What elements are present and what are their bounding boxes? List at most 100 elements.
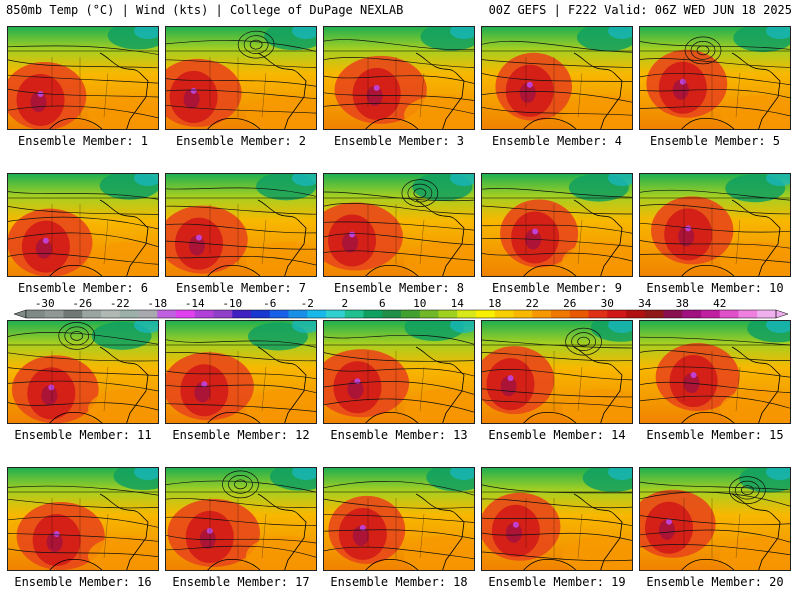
model-run-info: 00Z GEFS | F222 Valid: 06Z WED JUN 18 20… bbox=[488, 3, 792, 17]
colorbar-tick-label: 34 bbox=[638, 297, 652, 310]
ensemble-member-label: Ensemble Member: 11 bbox=[14, 428, 152, 442]
ensemble-member-map bbox=[323, 173, 475, 277]
colorbar-segment bbox=[157, 310, 177, 318]
ensemble-member-map bbox=[7, 320, 159, 424]
ensemble-member-map bbox=[165, 173, 317, 277]
colorbar-tick-label: -14 bbox=[185, 297, 205, 310]
ensemble-member-map bbox=[481, 320, 633, 424]
colorbar-segment bbox=[607, 310, 627, 318]
colorbar-tick-label: 22 bbox=[526, 297, 539, 310]
ensemble-member-label: Ensemble Member: 1 bbox=[17, 134, 149, 148]
ensemble-member-label: Ensemble Member: 2 bbox=[175, 134, 307, 148]
colorbar-tick-label: 10 bbox=[413, 297, 426, 310]
colorbar-tick-label: -26 bbox=[72, 297, 92, 310]
ensemble-member-label: Ensemble Member: 19 bbox=[488, 575, 626, 589]
map-title: 850mb Temp (°C) | Wind (kts) | College o… bbox=[6, 3, 404, 17]
colorbar-tick-label: -6 bbox=[263, 297, 276, 310]
colorbar-segment bbox=[757, 310, 777, 318]
ensemble-member-label: Ensemble Member: 3 bbox=[333, 134, 465, 148]
colorbar-segment bbox=[569, 310, 589, 318]
ensemble-member-map bbox=[639, 320, 791, 424]
colorbar-segment bbox=[307, 310, 327, 318]
colorbar-segment bbox=[476, 310, 496, 318]
ensemble-member-label: Ensemble Member: 18 bbox=[330, 575, 468, 589]
colorbar-segment bbox=[213, 310, 233, 318]
colorbar-tick-label: 42 bbox=[713, 297, 726, 310]
colorbar-segment bbox=[457, 310, 477, 318]
colorbar-tick-label: -10 bbox=[222, 297, 242, 310]
colorbar-right-arrow bbox=[775, 309, 788, 319]
colorbar-segment bbox=[138, 310, 158, 318]
colorbar-segment bbox=[82, 310, 102, 318]
ensemble-member-map bbox=[323, 320, 475, 424]
ensemble-member-map bbox=[481, 467, 633, 571]
colorbar-segment bbox=[588, 310, 608, 318]
colorbar-segment bbox=[251, 310, 271, 318]
colorbar-segment bbox=[682, 310, 702, 318]
ensemble-member-map bbox=[165, 320, 317, 424]
colorbar-segment bbox=[626, 310, 646, 318]
ensemble-member-map bbox=[165, 26, 317, 130]
colorbar-segment bbox=[63, 310, 83, 318]
colorbar-segment bbox=[644, 310, 664, 318]
colorbar-segment bbox=[401, 310, 421, 318]
colorbar-segment bbox=[119, 310, 139, 318]
ensemble-member-map bbox=[481, 173, 633, 277]
temperature-colorbar: -30 -26 -22 -18 -14 -10 -6 -2 2 6 10 14 18 22 26 30 34 38… bbox=[14, 297, 788, 319]
ensemble-member-label: Ensemble Member: 12 bbox=[172, 428, 310, 442]
colorbar-tick-label: 2 bbox=[341, 297, 348, 310]
colorbar-segment bbox=[551, 310, 571, 318]
colorbar-tick-label: 6 bbox=[379, 297, 386, 310]
colorbar-segment bbox=[438, 310, 458, 318]
ensemble-member-label: Ensemble Member: 16 bbox=[14, 575, 152, 589]
colorbar-left-arrow bbox=[14, 309, 27, 319]
colorbar-tick-label: -2 bbox=[301, 297, 314, 310]
colorbar-segment bbox=[701, 310, 721, 318]
colorbar-segment bbox=[232, 310, 252, 318]
ensemble-member-label: Ensemble Member: 10 bbox=[646, 281, 784, 295]
colorbar-segment bbox=[419, 310, 439, 318]
colorbar-tick-label: 30 bbox=[601, 297, 614, 310]
ensemble-member-label: Ensemble Member: 15 bbox=[646, 428, 784, 442]
ensemble-member-label: Ensemble Member: 5 bbox=[649, 134, 781, 148]
colorbar-segment bbox=[363, 310, 383, 318]
ensemble-member-map bbox=[481, 26, 633, 130]
colorbar-tick-label: 14 bbox=[451, 297, 465, 310]
colorbar-segment bbox=[101, 310, 121, 318]
colorbar-segment bbox=[194, 310, 214, 318]
ensemble-member-label: Ensemble Member: 17 bbox=[172, 575, 310, 589]
colorbar-segment bbox=[382, 310, 402, 318]
ensemble-member-map bbox=[7, 26, 159, 130]
ensemble-member-label: Ensemble Member: 14 bbox=[488, 428, 626, 442]
ensemble-member-label: Ensemble Member: 13 bbox=[330, 428, 468, 442]
ensemble-member-map bbox=[165, 467, 317, 571]
colorbar-segment bbox=[176, 310, 196, 318]
colorbar-tick-label: 26 bbox=[563, 297, 576, 310]
colorbar-segment bbox=[494, 310, 514, 318]
colorbar-tick-label: -22 bbox=[110, 297, 130, 310]
colorbar-frame bbox=[25, 309, 777, 319]
colorbar-segment bbox=[513, 310, 533, 318]
colorbar-segment bbox=[532, 310, 552, 318]
ensemble-member-map bbox=[639, 173, 791, 277]
colorbar-segment bbox=[719, 310, 739, 318]
ensemble-member-label: Ensemble Member: 6 bbox=[17, 281, 149, 295]
colorbar-segment bbox=[26, 310, 46, 318]
ensemble-member-map bbox=[323, 26, 475, 130]
colorbar-segment bbox=[269, 310, 289, 318]
ensemble-member-label: Ensemble Member: 4 bbox=[491, 134, 623, 148]
ensemble-member-map bbox=[639, 467, 791, 571]
colorbar-segment bbox=[738, 310, 758, 318]
colorbar-tick-label: -30 bbox=[35, 297, 55, 310]
ensemble-member-map bbox=[639, 26, 791, 130]
ensemble-member-label: Ensemble Member: 7 bbox=[175, 281, 307, 295]
ensemble-member-label: Ensemble Member: 20 bbox=[646, 575, 784, 589]
ensemble-member-map bbox=[7, 467, 159, 571]
colorbar-segment bbox=[326, 310, 346, 318]
colorbar-segment bbox=[663, 310, 683, 318]
colorbar-tick-label: 18 bbox=[488, 297, 501, 310]
colorbar-tick-label: 38 bbox=[676, 297, 689, 310]
ensemble-member-map bbox=[7, 173, 159, 277]
ensemble-member-label: Ensemble Member: 9 bbox=[491, 281, 623, 295]
colorbar-tick-label: -18 bbox=[147, 297, 167, 310]
